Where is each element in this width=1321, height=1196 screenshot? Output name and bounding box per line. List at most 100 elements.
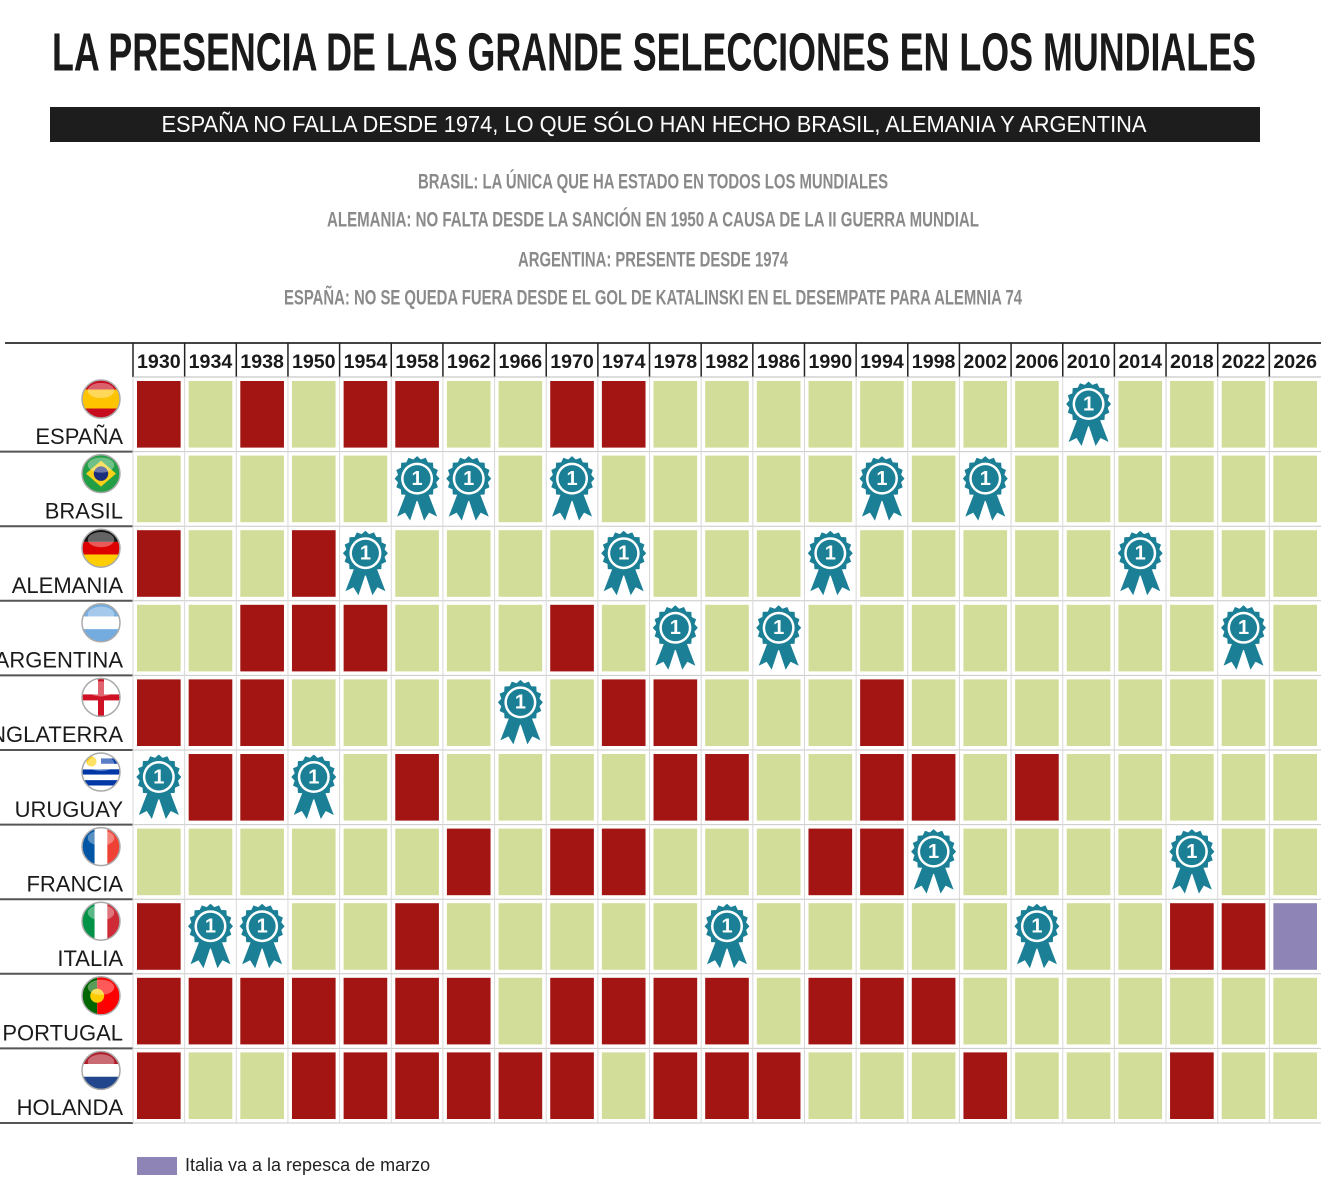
cell <box>1170 381 1214 448</box>
flag-gloss <box>87 905 115 921</box>
cell <box>705 381 749 448</box>
flag-rim <box>81 1050 121 1091</box>
cell <box>1273 828 1317 896</box>
cell <box>240 977 284 1045</box>
cell <box>1221 530 1266 597</box>
cell <box>911 903 956 970</box>
champion-medal: 1 <box>342 530 388 596</box>
cell <box>963 977 1008 1045</box>
cell <box>240 604 284 672</box>
cell <box>1066 977 1111 1045</box>
cell <box>1170 679 1214 746</box>
team-label: FRANCIA <box>26 871 123 896</box>
cell <box>343 903 388 970</box>
cell <box>498 977 543 1045</box>
medal-label: 1 <box>515 692 526 714</box>
champion-medal: 1 <box>291 754 337 819</box>
cell <box>498 381 543 448</box>
year-label: 2006 <box>1015 352 1059 373</box>
cell <box>291 903 336 970</box>
cell <box>1170 754 1214 821</box>
team-label: ITALIA <box>57 946 123 971</box>
year-label: 2022 <box>1222 352 1266 373</box>
cell <box>1221 977 1266 1045</box>
medal-label: 1 <box>308 766 319 788</box>
medal-ribbon <box>416 490 438 521</box>
cell <box>756 679 801 746</box>
medal-label: 1 <box>1083 393 1094 415</box>
cell <box>446 903 491 970</box>
cell <box>860 828 904 896</box>
flag <box>82 380 120 418</box>
cell <box>705 828 749 896</box>
cell <box>137 381 181 448</box>
year-label: 1990 <box>808 352 852 373</box>
medal-core <box>1230 614 1258 642</box>
medal-core <box>558 465 586 493</box>
cell <box>911 977 956 1045</box>
cell <box>601 1052 646 1119</box>
medal-ribbon <box>1223 639 1245 670</box>
flag-gloss <box>87 532 115 548</box>
cell <box>1118 1052 1163 1119</box>
flag <box>82 678 120 717</box>
medal-ribbon <box>1190 863 1212 894</box>
cell <box>1170 604 1214 672</box>
year-label: 1966 <box>499 352 543 373</box>
medal-ribbon <box>1120 565 1142 596</box>
year-label: 1978 <box>654 352 698 373</box>
flag-stripe <box>82 408 120 418</box>
medal-ribbon <box>932 863 954 894</box>
legend-label: Italia va a la repesca de marzo <box>185 1155 430 1175</box>
flag-rim <box>81 603 121 643</box>
medal-label: 1 <box>257 915 268 937</box>
cell <box>808 903 853 970</box>
year-label: 1998 <box>912 352 956 373</box>
medal-core <box>351 539 379 567</box>
champion-medal: 1 <box>859 456 905 521</box>
cell <box>240 530 284 597</box>
cell <box>963 754 1008 821</box>
flag-stripe <box>82 774 120 781</box>
cell <box>911 679 956 746</box>
medal-label: 1 <box>721 915 732 937</box>
team-label: BRASIL <box>45 498 123 523</box>
medal-ribbon <box>519 714 541 745</box>
medal-ribbon <box>364 565 386 596</box>
cell <box>343 977 388 1045</box>
flag-stripe <box>82 769 120 775</box>
cell <box>240 1052 284 1119</box>
medal-core <box>300 763 328 791</box>
medal-ribbon <box>913 863 935 894</box>
medal-core <box>403 465 431 493</box>
medal-label: 1 <box>825 542 836 564</box>
cell <box>550 604 594 672</box>
flag-gloss <box>87 1054 115 1070</box>
champion-medal: 1 <box>652 605 698 670</box>
cell <box>1273 530 1317 597</box>
flag-sun <box>86 756 97 767</box>
cell <box>963 604 1008 672</box>
champion-medal: 1 <box>911 829 957 894</box>
subtitle-banner <box>50 107 1260 142</box>
medal-core <box>1126 539 1154 567</box>
cell <box>446 828 491 896</box>
title: LA PRESENCIA DE LAS GRANDE SELECCIONES E… <box>52 22 1256 82</box>
cell <box>653 455 698 523</box>
cell <box>550 381 594 448</box>
cell <box>1273 977 1317 1045</box>
flag-rim <box>81 677 121 718</box>
medal-ribbon <box>1068 416 1090 446</box>
medal-label: 1 <box>412 468 423 490</box>
cell <box>860 381 904 448</box>
cell <box>963 381 1008 448</box>
cell <box>395 604 439 672</box>
cell <box>498 530 543 597</box>
cell <box>1066 754 1111 821</box>
medal-ribbon <box>603 565 625 596</box>
medal-core <box>248 912 276 940</box>
flag-gloss <box>87 755 115 772</box>
medal-label: 1 <box>1186 841 1197 863</box>
cell <box>653 828 698 896</box>
cell <box>1273 1052 1317 1119</box>
